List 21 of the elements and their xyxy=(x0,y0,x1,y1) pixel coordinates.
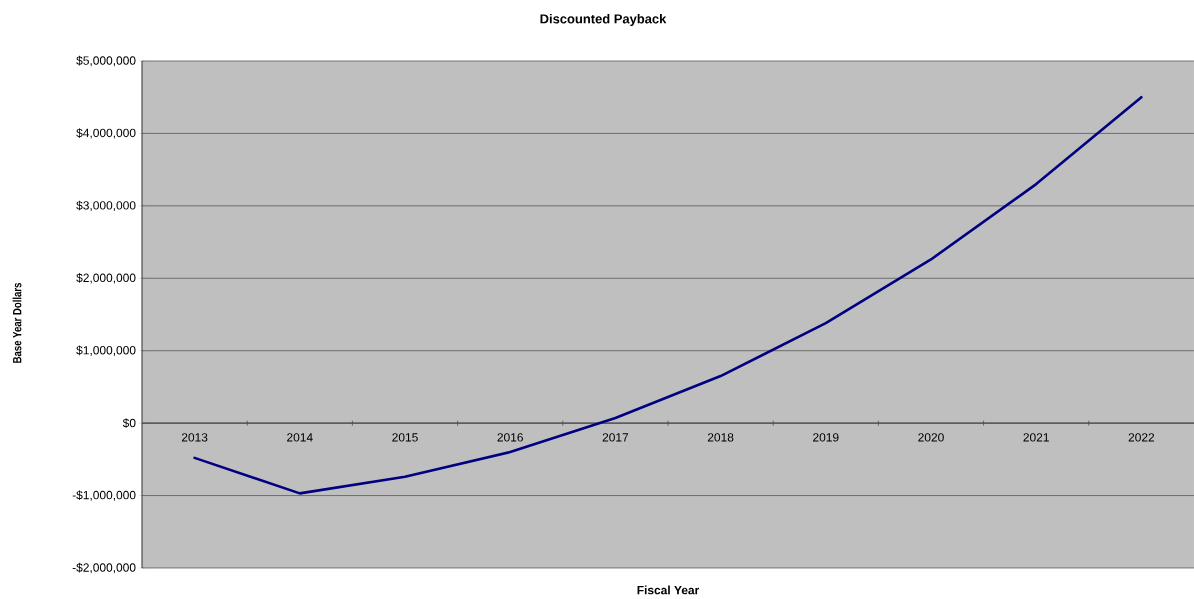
x-axis-title: Fiscal Year xyxy=(637,585,700,595)
x-tick-label: 2021 xyxy=(1023,433,1049,442)
x-tick-label: 2022 xyxy=(1128,433,1155,442)
y-tick-label: $5,000,000 xyxy=(76,55,136,67)
y-tick-label: -$2,000,000 xyxy=(72,562,136,574)
x-tick-label: 2019 xyxy=(813,433,839,442)
y-tick-label: -$1,000,000 xyxy=(72,490,136,501)
y-tick-label: $0 xyxy=(122,418,136,428)
x-tick-label: 2020 xyxy=(918,433,944,442)
y-tick-label: $4,000,000 xyxy=(76,128,136,139)
x-tick-label: 2014 xyxy=(287,433,313,442)
x-tick-label: 2018 xyxy=(707,433,734,442)
y-tick-label: $1,000,000 xyxy=(76,345,136,356)
x-tick-label: 2016 xyxy=(497,433,523,442)
y-axis-title: Base Year Dollars xyxy=(12,282,22,363)
x-tick-label: 2015 xyxy=(392,433,418,442)
x-tick-label: 2013 xyxy=(181,433,208,442)
chart-title: Discounted Payback xyxy=(540,13,667,27)
y-tick-label: $2,000,000 xyxy=(76,273,136,284)
x-tick-label: 2017 xyxy=(602,433,629,442)
y-tick-label: $3,000,000 xyxy=(76,200,136,212)
